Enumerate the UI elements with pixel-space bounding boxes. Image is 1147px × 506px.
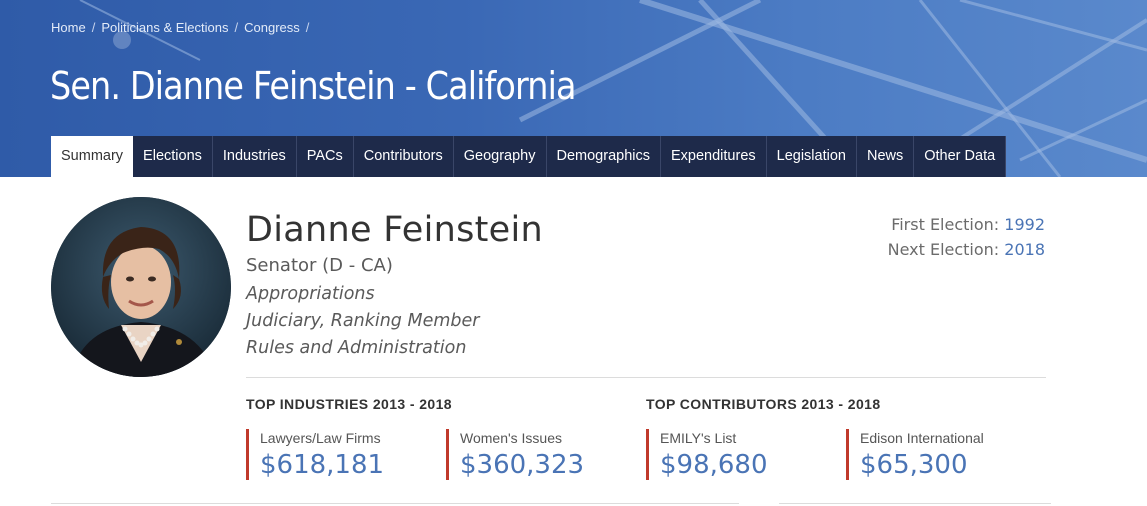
tab-bar: Summary Elections Industries PACs Contri… (51, 136, 1007, 177)
top-contributors-heading: TOP CONTRIBUTORS 2013 - 2018 (646, 396, 881, 412)
portrait-image (51, 197, 231, 377)
breadcrumb-home[interactable]: Home (51, 20, 86, 35)
tab-other-data[interactable]: Other Data (914, 136, 1007, 177)
breadcrumb-congress[interactable]: Congress (244, 20, 300, 35)
tab-legislation[interactable]: Legislation (766, 136, 857, 177)
breadcrumb-separator: / (91, 20, 96, 35)
tab-news[interactable]: News (856, 136, 915, 177)
banner-dot (113, 31, 131, 49)
next-election: Next Election: 2018 (888, 240, 1045, 259)
top-industries-heading: TOP INDUSTRIES 2013 - 2018 (246, 396, 452, 412)
committee-item: Appropriations (246, 284, 375, 304)
breadcrumb-separator: / (234, 20, 239, 35)
industry-stat: Women's Issues $360,323 (446, 429, 584, 480)
breadcrumb-politicians-elections[interactable]: Politicians & Elections (101, 20, 229, 35)
header-banner: Home / Politicians & Elections / Congres… (0, 0, 1147, 177)
tab-pacs[interactable]: PACs (296, 136, 354, 177)
industry-label[interactable]: Women's Issues (460, 430, 563, 446)
avatar (51, 197, 231, 377)
card-border-right (779, 503, 1051, 504)
contributor-label[interactable]: Edison International (860, 430, 984, 446)
tab-industries[interactable]: Industries (212, 136, 297, 177)
politician-name: Dianne Feinstein (246, 210, 544, 250)
contributor-value: $65,300 (860, 450, 968, 480)
industry-stat: Lawyers/Law Firms $618,181 (246, 429, 384, 480)
section-divider (246, 377, 1046, 378)
tab-contributors[interactable]: Contributors (353, 136, 454, 177)
politician-role: Senator (D - CA) (246, 255, 393, 276)
tab-demographics[interactable]: Demographics (546, 136, 661, 177)
first-election-label: First Election: (891, 215, 1000, 234)
breadcrumb-separator: / (305, 20, 310, 35)
industry-label[interactable]: Lawyers/Law Firms (260, 430, 381, 446)
card-border-left (51, 503, 739, 504)
breadcrumb: Home / Politicians & Elections / Congres… (51, 20, 309, 35)
first-election-year[interactable]: 1992 (1004, 215, 1045, 234)
tab-summary[interactable]: Summary (51, 136, 134, 177)
tab-expenditures[interactable]: Expenditures (661, 136, 767, 177)
committee-item: Rules and Administration (246, 338, 467, 358)
tab-elections[interactable]: Elections (133, 136, 213, 177)
contributor-stat: Edison International $65,300 (846, 429, 984, 480)
committee-item: Judiciary, Ranking Member (246, 311, 480, 331)
tab-geography[interactable]: Geography (453, 136, 547, 177)
page-title: Sen. Dianne Feinstein - California (50, 64, 577, 108)
next-election-label: Next Election: (887, 240, 1000, 259)
first-election: First Election: 1992 (891, 215, 1045, 234)
industry-value: $618,181 (260, 450, 385, 480)
next-election-year[interactable]: 2018 (1004, 240, 1045, 259)
contributor-stat: EMILY's List $98,680 (646, 429, 768, 480)
contributor-label[interactable]: EMILY's List (660, 430, 737, 446)
contributor-value: $98,680 (660, 450, 768, 480)
industry-value: $360,323 (460, 450, 585, 480)
